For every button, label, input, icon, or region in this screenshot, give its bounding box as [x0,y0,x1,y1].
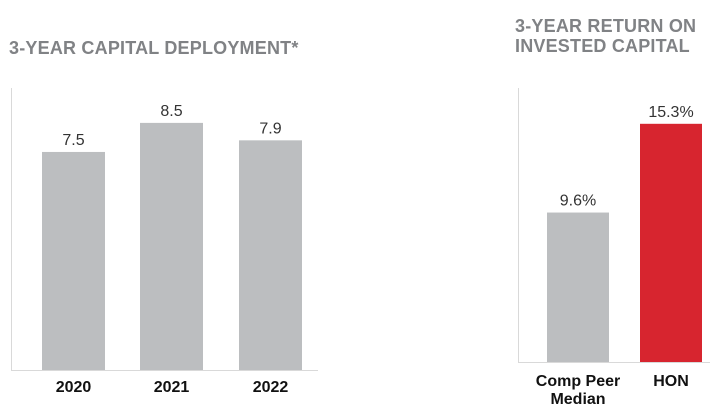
deployment-value-label-0: 7.5 [62,132,84,149]
roic-value-label-1: 15.3% [648,104,693,121]
roic-bar-1 [640,123,702,362]
deployment-category-label-0: 2020 [56,379,92,396]
deployment-category-label-1: 2021 [154,379,190,396]
deployment-category-label-2: 2022 [253,379,289,396]
capital-deployment-title: 3-YEAR CAPITAL DEPLOYMENT* [9,38,299,58]
deployment-value-label-1: 8.5 [160,103,182,120]
roic-category-label-1: HON [653,373,689,390]
deployment-value-label-2: 7.9 [259,120,281,137]
deployment-bar-2 [239,140,302,370]
roic-title: 3-YEAR RETURN ON INVESTED CAPITAL [515,16,697,56]
deployment-bar-1 [140,122,203,370]
deployment-bar-0 [42,151,105,370]
roic-value-label-0: 9.6% [560,193,596,210]
roic-bar-0 [547,212,609,362]
roic-category-label-0: Comp Peer Median [536,373,620,407]
